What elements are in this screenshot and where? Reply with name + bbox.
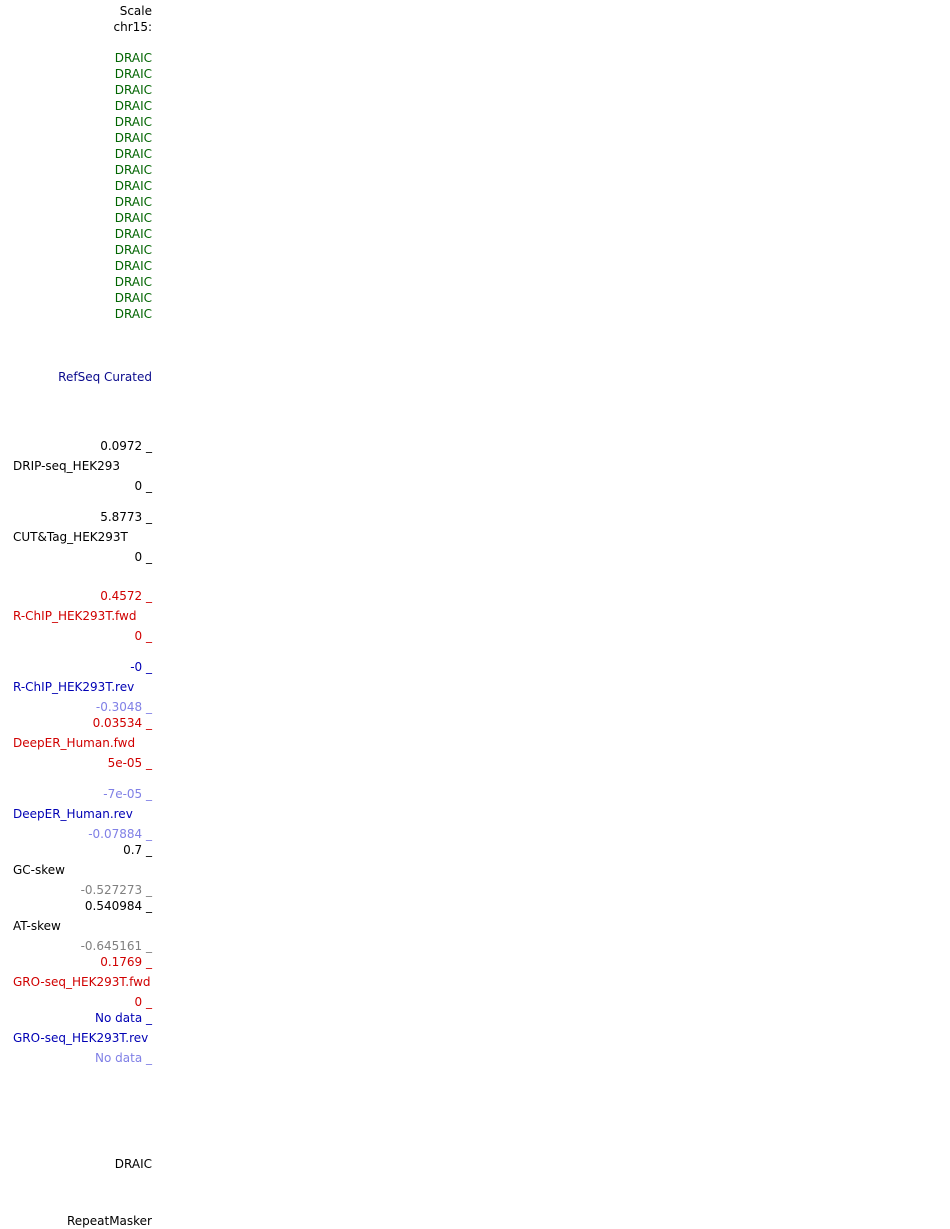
- at-skew-max-value: 0.540984 _: [84, 899, 152, 913]
- deeper-fwd-max-value: 0.03534 _: [92, 716, 152, 730]
- cuttag-min-value: 0 _: [134, 550, 152, 564]
- gene-label-draic[interactable]: DRAIC: [114, 179, 152, 193]
- deeper-rev-max-value: -7e-05 _: [103, 787, 152, 801]
- cuttag-track-label[interactable]: CUT&Tag_HEK293T: [13, 530, 128, 544]
- gene-label-draic[interactable]: DRAIC: [114, 99, 152, 113]
- scale-label: Scale: [119, 4, 152, 18]
- gene-label-draic[interactable]: DRAIC: [114, 83, 152, 97]
- repeatmasker-track-label[interactable]: RepeatMasker: [66, 1214, 152, 1228]
- gro-rev-min-value: No data _: [95, 1051, 152, 1065]
- deeper-rev-min-value: -0.07884 _: [88, 827, 152, 841]
- at-skew-min-value: -0.645161 _: [80, 939, 152, 953]
- gene-label-draic[interactable]: DRAIC: [114, 147, 152, 161]
- drip-track-label[interactable]: DRIP-seq_HEK293: [13, 459, 121, 473]
- gro-fwd-track-label[interactable]: GRO-seq_HEK293T.fwd: [13, 975, 151, 989]
- gene-label-draic[interactable]: DRAIC: [114, 67, 152, 81]
- gro-rev-max-value: No data _: [95, 1011, 152, 1025]
- gene-track-labels: DRAIC DRAIC DRAIC DRAIC DRAIC DRAIC DRAIC DRAIC…: [115, 50, 152, 322]
- rchip-rev-max-value: -0 _: [130, 660, 152, 674]
- rchip-fwd-min-value: 0 _: [134, 629, 152, 643]
- gro-rev-track-label[interactable]: GRO-seq_HEK293T.rev: [13, 1031, 149, 1045]
- gene-label-draic[interactable]: DRAIC: [114, 211, 152, 225]
- gc-skew-max-value: 0.7 _: [123, 843, 152, 857]
- draic-track-label[interactable]: DRAIC: [114, 1157, 152, 1171]
- gene-label-draic[interactable]: DRAIC: [114, 115, 152, 129]
- gro-fwd-min-value: 0 _: [134, 995, 152, 1009]
- rchip-fwd-track-label[interactable]: R-ChIP_HEK293T.fwd: [13, 609, 137, 623]
- gene-label-draic[interactable]: DRAIC: [114, 291, 152, 305]
- gene-label-draic[interactable]: DRAIC: [114, 131, 152, 145]
- rchip-rev-min-value: -0.3048 _: [95, 700, 152, 714]
- at-skew-track-label[interactable]: AT-skew: [13, 919, 61, 933]
- gene-label-draic[interactable]: DRAIC: [114, 163, 152, 177]
- deeper-fwd-track-label[interactable]: DeepER_Human.fwd: [13, 736, 136, 750]
- rchip-fwd-max-value: 0.4572 _: [100, 589, 152, 603]
- drip-min-value: 0 _: [134, 479, 152, 493]
- deeper-rev-track-label[interactable]: DeepER_Human.rev: [13, 807, 133, 821]
- rchip-rev-track-label[interactable]: R-ChIP_HEK293T.rev: [13, 680, 135, 694]
- refseq-track-label[interactable]: RefSeq Curated: [58, 370, 152, 384]
- gene-label-draic[interactable]: DRAIC: [114, 227, 152, 241]
- deeper-fwd-min-value: 5e-05 _: [107, 756, 152, 770]
- gene-label-draic[interactable]: DRAIC: [114, 243, 152, 257]
- cuttag-max-value: 5.8773 _: [100, 510, 152, 524]
- chrom-label: chr15:: [113, 20, 152, 34]
- gene-label-draic[interactable]: DRAIC: [114, 259, 152, 273]
- drip-max-value: 0.0972 _: [100, 439, 152, 453]
- gro-fwd-max-value: 0.1769 _: [100, 955, 152, 969]
- gc-skew-min-value: -0.527273 _: [80, 883, 152, 897]
- gene-label-draic[interactable]: DRAIC: [114, 51, 152, 65]
- gc-skew-track-label[interactable]: GC-skew: [13, 863, 65, 877]
- gene-label-draic[interactable]: DRAIC: [114, 275, 152, 289]
- gene-label-draic[interactable]: DRAIC: [114, 195, 152, 209]
- gene-label-draic[interactable]: DRAIC: [114, 307, 152, 321]
